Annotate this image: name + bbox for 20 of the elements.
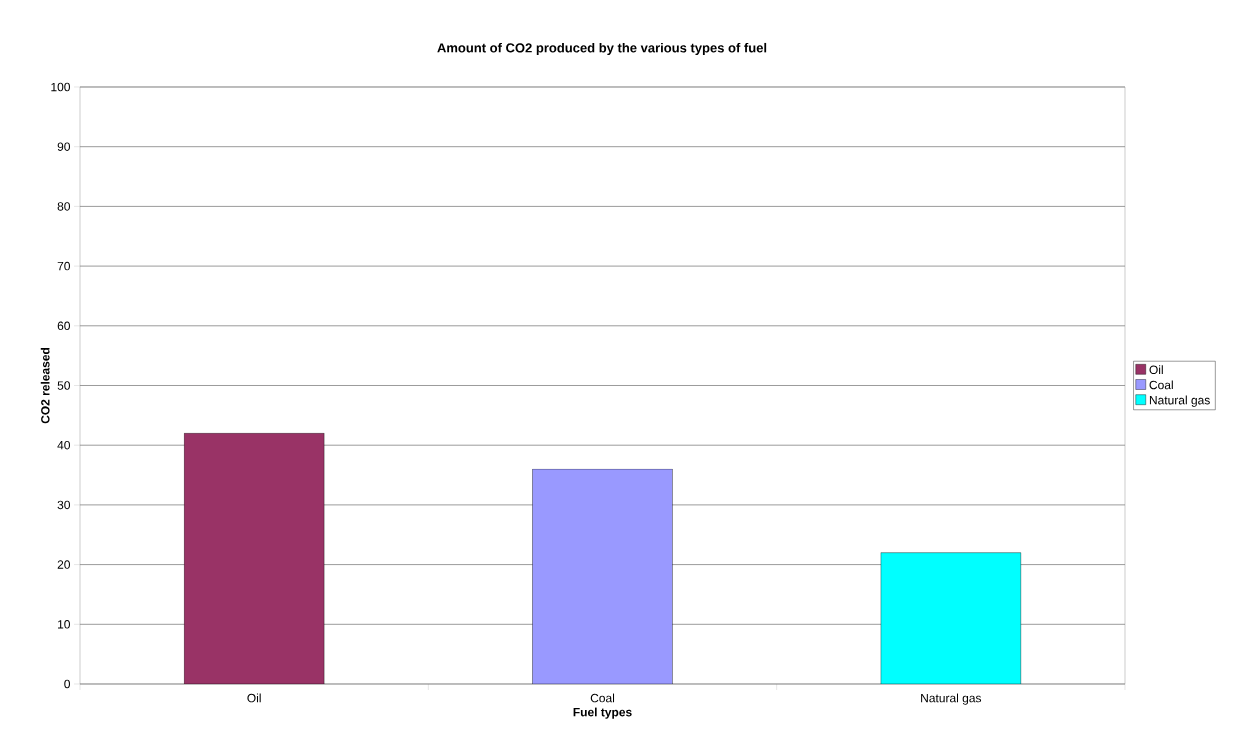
legend-label: Coal	[1149, 380, 1173, 390]
x-axis-title: Fuel types	[573, 707, 632, 719]
y-tick-label: 100	[51, 82, 70, 92]
y-tick-label: 0	[64, 679, 71, 689]
y-tick-label: 60	[57, 321, 70, 331]
y-tick-label: 40	[57, 440, 70, 450]
x-tick-label: Oil	[247, 693, 261, 703]
legend-label: Natural gas	[1149, 395, 1210, 407]
y-tick-label: 50	[57, 381, 70, 390]
x-tick-label: Coal	[590, 693, 615, 703]
y-axis-title: CO2 released	[40, 347, 50, 424]
y-tick-label: 30	[57, 500, 70, 510]
y-tick-label: 70	[57, 261, 70, 271]
y-tick-label: 20	[57, 560, 70, 569]
y-tick-label: 80	[57, 202, 70, 211]
y-tick-label: 10	[58, 620, 70, 629]
x-tick-label: Natural gas	[921, 693, 982, 705]
y-tick-label: 90	[57, 142, 70, 151]
chart-title: Amount of CO2 produced by the various types of fuel	[437, 42, 767, 56]
legend-label: Oil	[1149, 365, 1163, 375]
